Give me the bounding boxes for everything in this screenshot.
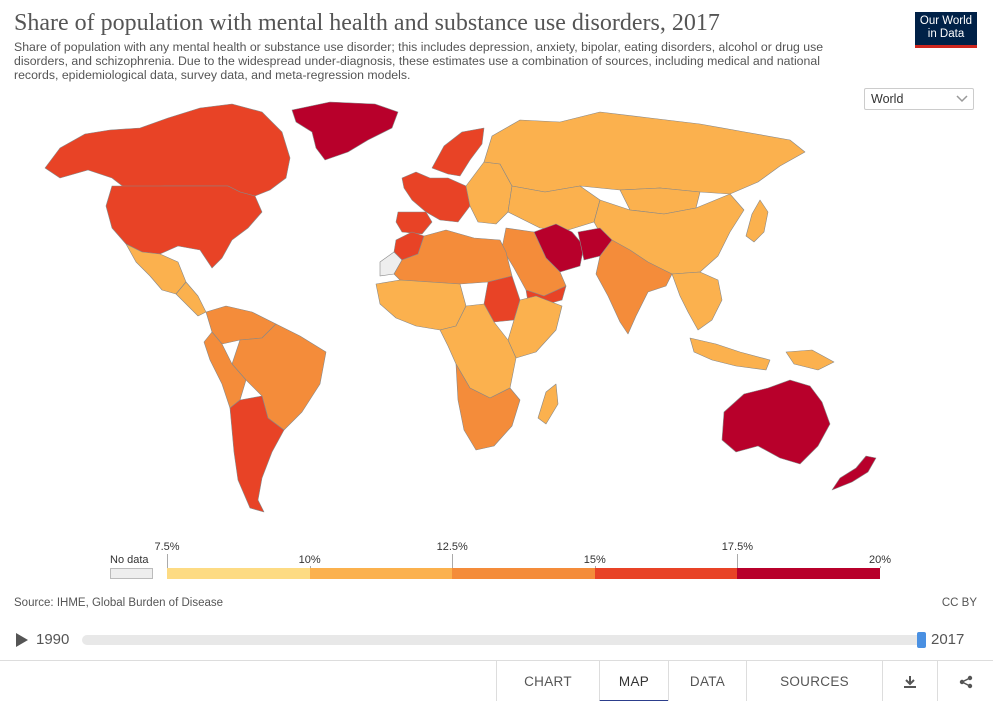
map-region-nordics[interactable] — [431, 127, 485, 177]
tab-map[interactable]: MAP — [599, 661, 668, 701]
tab-data[interactable]: DATA — [668, 661, 746, 701]
legend-tick-line — [737, 554, 739, 568]
map-region-west-africa[interactable] — [375, 279, 467, 331]
footer-tab-bar: CHART MAP DATA SOURCES — [0, 660, 993, 701]
map-region-indonesia[interactable] — [689, 337, 771, 371]
map-region-western-europe[interactable] — [401, 171, 471, 223]
map-region-central-asia[interactable] — [507, 185, 601, 231]
source-note[interactable]: Source: IHME, Global Burden of Disease — [14, 597, 224, 609]
tab-chart[interactable]: CHART — [496, 661, 599, 701]
map-region-japan[interactable] — [745, 199, 769, 243]
legend-bin[interactable] — [309, 568, 453, 579]
legend-bin[interactable] — [167, 568, 310, 579]
legend-tick-label: 20% — [868, 554, 892, 566]
legend-tick-line — [880, 566, 881, 568]
logo-line-1: Our World — [919, 15, 973, 27]
map-region-southern-cone[interactable] — [229, 395, 285, 513]
legend-tick-line — [452, 554, 454, 568]
legend-tick-line — [167, 554, 168, 568]
share-icon — [959, 675, 972, 688]
map-region-usa[interactable] — [105, 185, 263, 269]
timeline[interactable]: 1990 2017 — [0, 626, 993, 654]
legend-tick-label: 17.5% — [721, 541, 753, 553]
legend-tick-line — [594, 566, 596, 568]
map-region-canada[interactable] — [44, 103, 291, 197]
region-select[interactable]: World — [864, 88, 974, 110]
legend-tick-line — [309, 566, 311, 568]
map-region-new-zealand[interactable] — [831, 455, 877, 491]
map-region-png[interactable] — [785, 349, 835, 371]
page-title: Share of population with mental health a… — [14, 10, 720, 36]
page-subtitle: Share of population with any mental heal… — [14, 40, 824, 82]
map-region-madagascar[interactable] — [537, 383, 559, 425]
play-icon[interactable] — [14, 632, 30, 648]
legend-bin[interactable] — [737, 568, 880, 579]
download-button[interactable] — [882, 661, 937, 701]
timeline-start-year: 1990 — [36, 631, 70, 648]
region-select-value: World — [871, 92, 904, 106]
map-region-australia[interactable] — [721, 379, 831, 465]
tab-sources[interactable]: SOURCES — [746, 661, 882, 701]
share-button[interactable] — [937, 661, 993, 701]
legend-bin[interactable] — [594, 568, 738, 579]
map-legend: No data 7.5% 10% 12.5% 15% 17.5% 20% — [0, 538, 993, 588]
legend-bin[interactable] — [452, 568, 595, 579]
legend-tick-label: 10% — [298, 554, 321, 566]
timeline-end-year: 2017 — [931, 631, 965, 648]
legend-tick-label: 12.5% — [436, 541, 468, 553]
no-data-swatch — [110, 568, 153, 579]
logo-line-2: in Data — [927, 28, 965, 40]
map-region-south-asia[interactable] — [595, 239, 673, 335]
legend-tick-label: 7.5% — [154, 541, 180, 553]
map-region-russia[interactable] — [483, 111, 806, 195]
world-map[interactable] — [30, 95, 920, 525]
license-label[interactable]: CC BY — [941, 597, 977, 609]
no-data-label: No data — [110, 554, 149, 566]
timeline-handle[interactable] — [917, 632, 926, 648]
map-region-southeast-asia[interactable] — [671, 271, 723, 331]
owid-logo[interactable]: Our World in Data — [915, 12, 977, 48]
map-region-greenland[interactable] — [291, 101, 399, 161]
chevron-down-icon — [956, 95, 968, 103]
timeline-track[interactable] — [82, 635, 922, 645]
legend-tick-label: 15% — [583, 554, 606, 566]
map-region-southern-africa[interactable] — [455, 363, 521, 451]
download-icon — [904, 675, 916, 688]
map-region-iberia[interactable] — [395, 211, 433, 235]
